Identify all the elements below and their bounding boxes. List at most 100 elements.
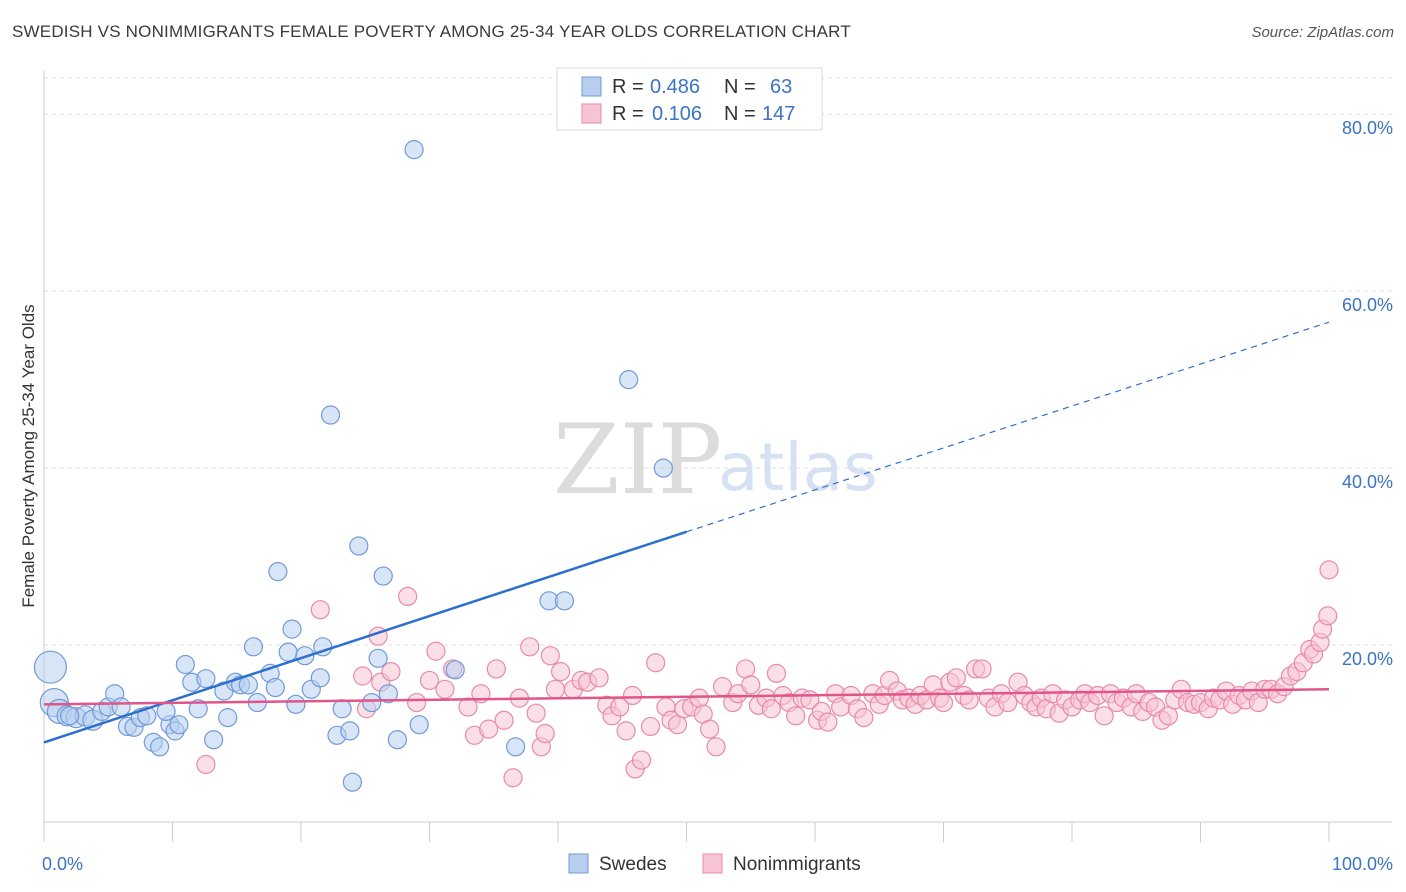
y-tick-label: 20.0% [1342, 649, 1393, 669]
nonimmigrants-point [761, 699, 781, 719]
nonimmigrants-point [494, 710, 514, 730]
nonimmigrants-point [526, 703, 546, 723]
swedes-point [332, 699, 352, 719]
swedes-point [218, 708, 238, 728]
swedes-point [243, 637, 264, 657]
nonimmigrants-point [1318, 606, 1338, 626]
series-legend: Swedes Nonimmigrants [568, 853, 861, 875]
swedes-point [278, 642, 298, 662]
nonimmigrants-point [1319, 560, 1339, 580]
swedes-point [204, 730, 224, 750]
correlation-legend: R = 0.486 N = 63 R = 0.106 N = 147 [556, 67, 823, 131]
nonimmigrants-point [381, 661, 401, 682]
nonimmigrants-point [622, 685, 643, 706]
chart-title: SWEDISH VS NONIMMIGRANTS FEMALE POVERTY … [12, 22, 851, 41]
nonimmigrants-point [946, 668, 966, 688]
nonimmigrants-point [503, 768, 523, 788]
bottom-swatch-nonimmigrants [702, 853, 723, 874]
nonimmigrants-point [520, 637, 540, 657]
swedes-point [188, 699, 208, 719]
nonimmigrants-point [998, 692, 1018, 713]
swedes-point [60, 706, 80, 726]
swedes-point [653, 458, 673, 478]
legend-r-value-2: 0.106 [652, 103, 702, 125]
nonimmigrants-point [640, 716, 661, 737]
nonimmigrants-point [933, 692, 954, 713]
nonimmigrants-point [786, 706, 806, 726]
nonimmigrants-point [353, 666, 373, 686]
nonimmigrants-point [741, 675, 761, 695]
nonimmigrants-point [1094, 706, 1114, 726]
swedes-point [505, 737, 526, 757]
nonimmigrants-point [766, 663, 787, 683]
swedes-point [33, 650, 68, 684]
nonimmigrants-point [479, 719, 499, 739]
nonimmigrants-point [435, 679, 455, 699]
nonimmigrants-points [196, 560, 1339, 788]
nonimmigrants-point [1158, 706, 1178, 726]
nonimmigrants-point [646, 653, 666, 673]
nonimmigrants-point [426, 641, 446, 661]
swedes-point [378, 684, 398, 704]
nonimmigrants-point [616, 721, 636, 741]
legend-r-label-2: R = [612, 103, 644, 125]
nonimmigrants-point [407, 692, 427, 713]
swedes-point [409, 715, 429, 735]
nonimmigrants-point [689, 688, 709, 708]
grid-layer [44, 77, 1392, 646]
swedes-point [362, 692, 382, 713]
nonimmigrants-point [972, 659, 992, 679]
swedes-point [349, 536, 369, 556]
nonimmigrants-point [550, 661, 571, 682]
nonimmigrants-point [736, 659, 756, 679]
legend-n-label-2: N = [724, 103, 756, 125]
tick-layer: 20.0% 40.0% 60.0% 80.0% 0.0% 100.0% [42, 118, 1393, 874]
swedes-trend-extension [686, 321, 1330, 533]
nonimmigrants-point [545, 679, 566, 699]
swedes-point [342, 772, 362, 792]
nonimmigrants-point [700, 719, 720, 739]
swedes-point [175, 654, 195, 675]
legend-n-value-2: 147 [762, 103, 795, 125]
swedes-point [310, 668, 330, 688]
y-tick-label: 60.0% [1342, 295, 1393, 315]
nonimmigrants-point [854, 708, 874, 728]
swedes-points [33, 140, 673, 792]
y-tick-label: 80.0% [1342, 118, 1393, 138]
swedes-point [404, 140, 424, 160]
watermark: ZIP atlas [553, 404, 878, 516]
swedes-point [373, 566, 393, 586]
swedes-point [286, 694, 306, 714]
nonimmigrants-point [667, 715, 688, 735]
x-tick-label: 0.0% [42, 854, 83, 874]
swedes-point [282, 619, 302, 639]
legend-n-value-1: 63 [770, 76, 792, 98]
nonimmigrants-point [458, 697, 478, 717]
swedes-trend-line [43, 530, 687, 744]
swedes-point [320, 405, 341, 425]
swedes-point [387, 730, 407, 750]
nonimmigrants-point [589, 668, 609, 688]
trend-lines [43, 321, 1330, 744]
watermark-zip: ZIP [553, 404, 722, 516]
legend-r-label-1: R = [612, 76, 644, 98]
swedes-point [619, 370, 639, 390]
swedes-point [169, 715, 189, 735]
x-tick-label: 100.0% [1332, 854, 1393, 874]
nonimmigrants-point [196, 754, 216, 775]
bottom-legend-swedes: Swedes [599, 854, 667, 875]
swedes-point [554, 591, 575, 611]
legend-swatch-swedes [581, 76, 602, 97]
swedes-point [150, 737, 170, 757]
watermark-atlas: atlas [718, 429, 878, 506]
y-axis-label: Female Poverty Among 25-34 Year Olds [19, 304, 38, 607]
swedes-point [268, 562, 288, 582]
y-tick-label: 40.0% [1342, 472, 1393, 492]
nonimmigrants-point [535, 723, 555, 744]
nonimmigrants-point [419, 670, 440, 691]
swedes-point [368, 648, 388, 668]
nonimmigrants-point [706, 737, 726, 757]
nonimmigrants-point [631, 750, 652, 770]
swedes-point [111, 697, 131, 717]
bottom-swatch-swedes [568, 853, 589, 874]
